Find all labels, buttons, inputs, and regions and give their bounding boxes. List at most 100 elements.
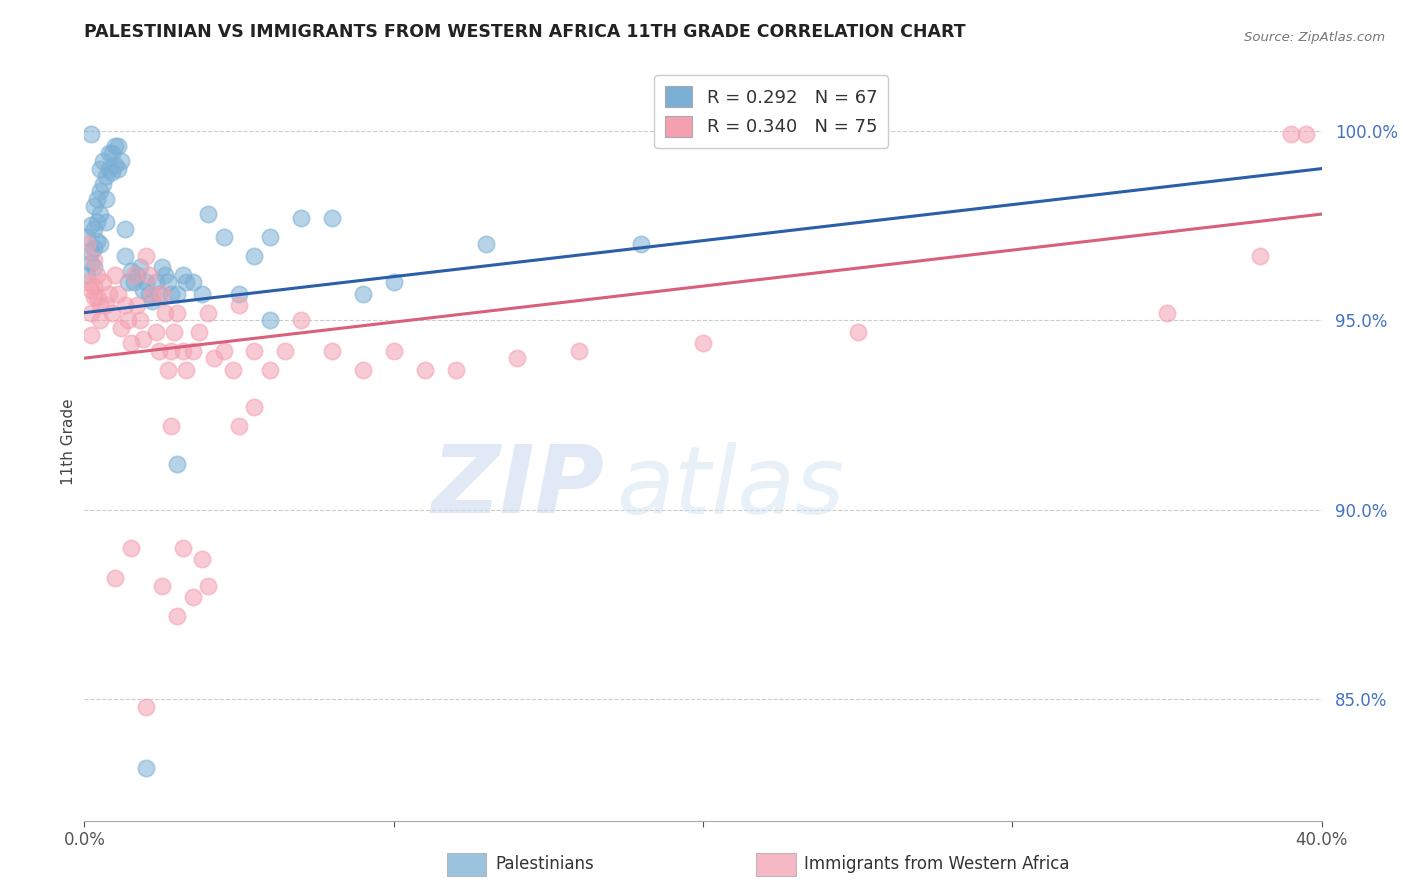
Point [156, 275, 179, 289]
Point [153, 268, 176, 282]
Point [89, 237, 111, 252]
Point [413, 362, 436, 376]
Point [148, 286, 170, 301]
Point [89, 207, 111, 221]
Point [135, 699, 157, 714]
Point [181, 590, 204, 604]
Point [94, 298, 117, 312]
Point [228, 419, 250, 434]
Point [228, 286, 250, 301]
Point [692, 335, 714, 350]
Point [125, 298, 148, 312]
Point [94, 169, 117, 183]
Point [117, 275, 139, 289]
Point [122, 268, 145, 282]
Point [138, 268, 160, 282]
Point [89, 313, 111, 327]
Point [107, 286, 129, 301]
Point [101, 165, 124, 179]
Point [160, 343, 183, 358]
Point [132, 332, 155, 346]
Point [76, 237, 98, 252]
Point [104, 158, 127, 172]
Point [197, 578, 219, 592]
Point [222, 362, 245, 376]
Point [76, 268, 98, 282]
Point [1295, 128, 1317, 142]
Point [94, 214, 117, 228]
Point [129, 260, 152, 274]
Point [122, 275, 145, 289]
Point [212, 229, 235, 244]
Point [107, 161, 129, 176]
Point [197, 305, 219, 319]
Point [568, 343, 591, 358]
Point [79, 219, 101, 233]
Point [83, 290, 105, 304]
Point [117, 313, 139, 327]
Point [176, 275, 198, 289]
Point [94, 192, 117, 206]
Point [475, 237, 498, 252]
Point [382, 275, 405, 289]
Point [145, 325, 167, 339]
Point [83, 199, 105, 213]
Point [321, 343, 343, 358]
Point [150, 578, 173, 592]
Point [506, 351, 529, 365]
Point [145, 275, 167, 289]
Point [101, 305, 124, 319]
Point [321, 211, 343, 225]
Point [259, 313, 281, 327]
Point [846, 325, 869, 339]
Point [141, 294, 163, 309]
Point [129, 313, 152, 327]
Point [166, 305, 188, 319]
Point [1279, 128, 1302, 142]
Point [107, 138, 129, 153]
Point [120, 541, 142, 555]
Point [114, 298, 136, 312]
Point [79, 128, 101, 142]
Point [202, 351, 225, 365]
Point [259, 362, 281, 376]
Point [138, 286, 160, 301]
Point [176, 362, 198, 376]
Text: Immigrants from Western Africa: Immigrants from Western Africa [804, 855, 1070, 873]
Point [76, 229, 98, 244]
Point [98, 161, 121, 176]
Point [290, 313, 312, 327]
Point [197, 207, 219, 221]
Point [98, 286, 121, 301]
Point [79, 283, 101, 297]
Point [125, 268, 148, 282]
Point [91, 153, 114, 168]
Point [79, 244, 101, 259]
Point [290, 211, 312, 225]
Point [83, 252, 105, 267]
Point [166, 457, 188, 471]
Point [191, 552, 214, 566]
Point [86, 192, 108, 206]
Point [148, 343, 170, 358]
Point [83, 241, 105, 255]
Point [110, 320, 132, 334]
Point [141, 286, 163, 301]
Point [135, 275, 157, 289]
Point [91, 275, 114, 289]
Point [166, 608, 188, 623]
Text: ZIP: ZIP [432, 441, 605, 533]
Text: Source: ZipAtlas.com: Source: ZipAtlas.com [1244, 31, 1385, 45]
Point [135, 760, 157, 774]
Point [120, 335, 142, 350]
Point [228, 298, 250, 312]
Point [104, 138, 127, 153]
Point [86, 268, 108, 282]
Point [1156, 305, 1178, 319]
Point [114, 222, 136, 236]
Point [243, 343, 266, 358]
Point [83, 279, 105, 293]
Point [79, 305, 101, 319]
Point [83, 222, 105, 236]
Text: Palestinians: Palestinians [495, 855, 593, 873]
